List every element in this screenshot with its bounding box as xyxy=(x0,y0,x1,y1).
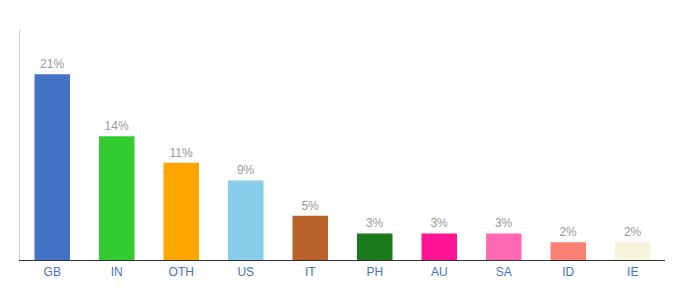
svg-text:2%: 2% xyxy=(624,225,642,239)
svg-text:IN: IN xyxy=(111,265,123,279)
svg-text:11%: 11% xyxy=(170,146,193,160)
svg-text:IE: IE xyxy=(627,265,638,279)
svg-text:3%: 3% xyxy=(430,216,448,230)
svg-text:3%: 3% xyxy=(366,216,384,230)
svg-text:5%: 5% xyxy=(301,199,319,213)
svg-text:14%: 14% xyxy=(105,119,129,133)
svg-text:2%: 2% xyxy=(559,225,577,239)
svg-text:PH: PH xyxy=(366,265,383,279)
svg-text:ID: ID xyxy=(562,265,574,279)
svg-text:GB: GB xyxy=(44,265,61,279)
svg-text:OTH: OTH xyxy=(169,265,194,279)
svg-text:3%: 3% xyxy=(495,216,513,230)
svg-text:9%: 9% xyxy=(237,163,255,177)
svg-text:AU: AU xyxy=(431,265,448,279)
svg-text:IT: IT xyxy=(305,265,316,279)
svg-text:US: US xyxy=(237,265,254,279)
svg-text:SA: SA xyxy=(496,265,512,279)
svg-text:21%: 21% xyxy=(40,57,64,71)
